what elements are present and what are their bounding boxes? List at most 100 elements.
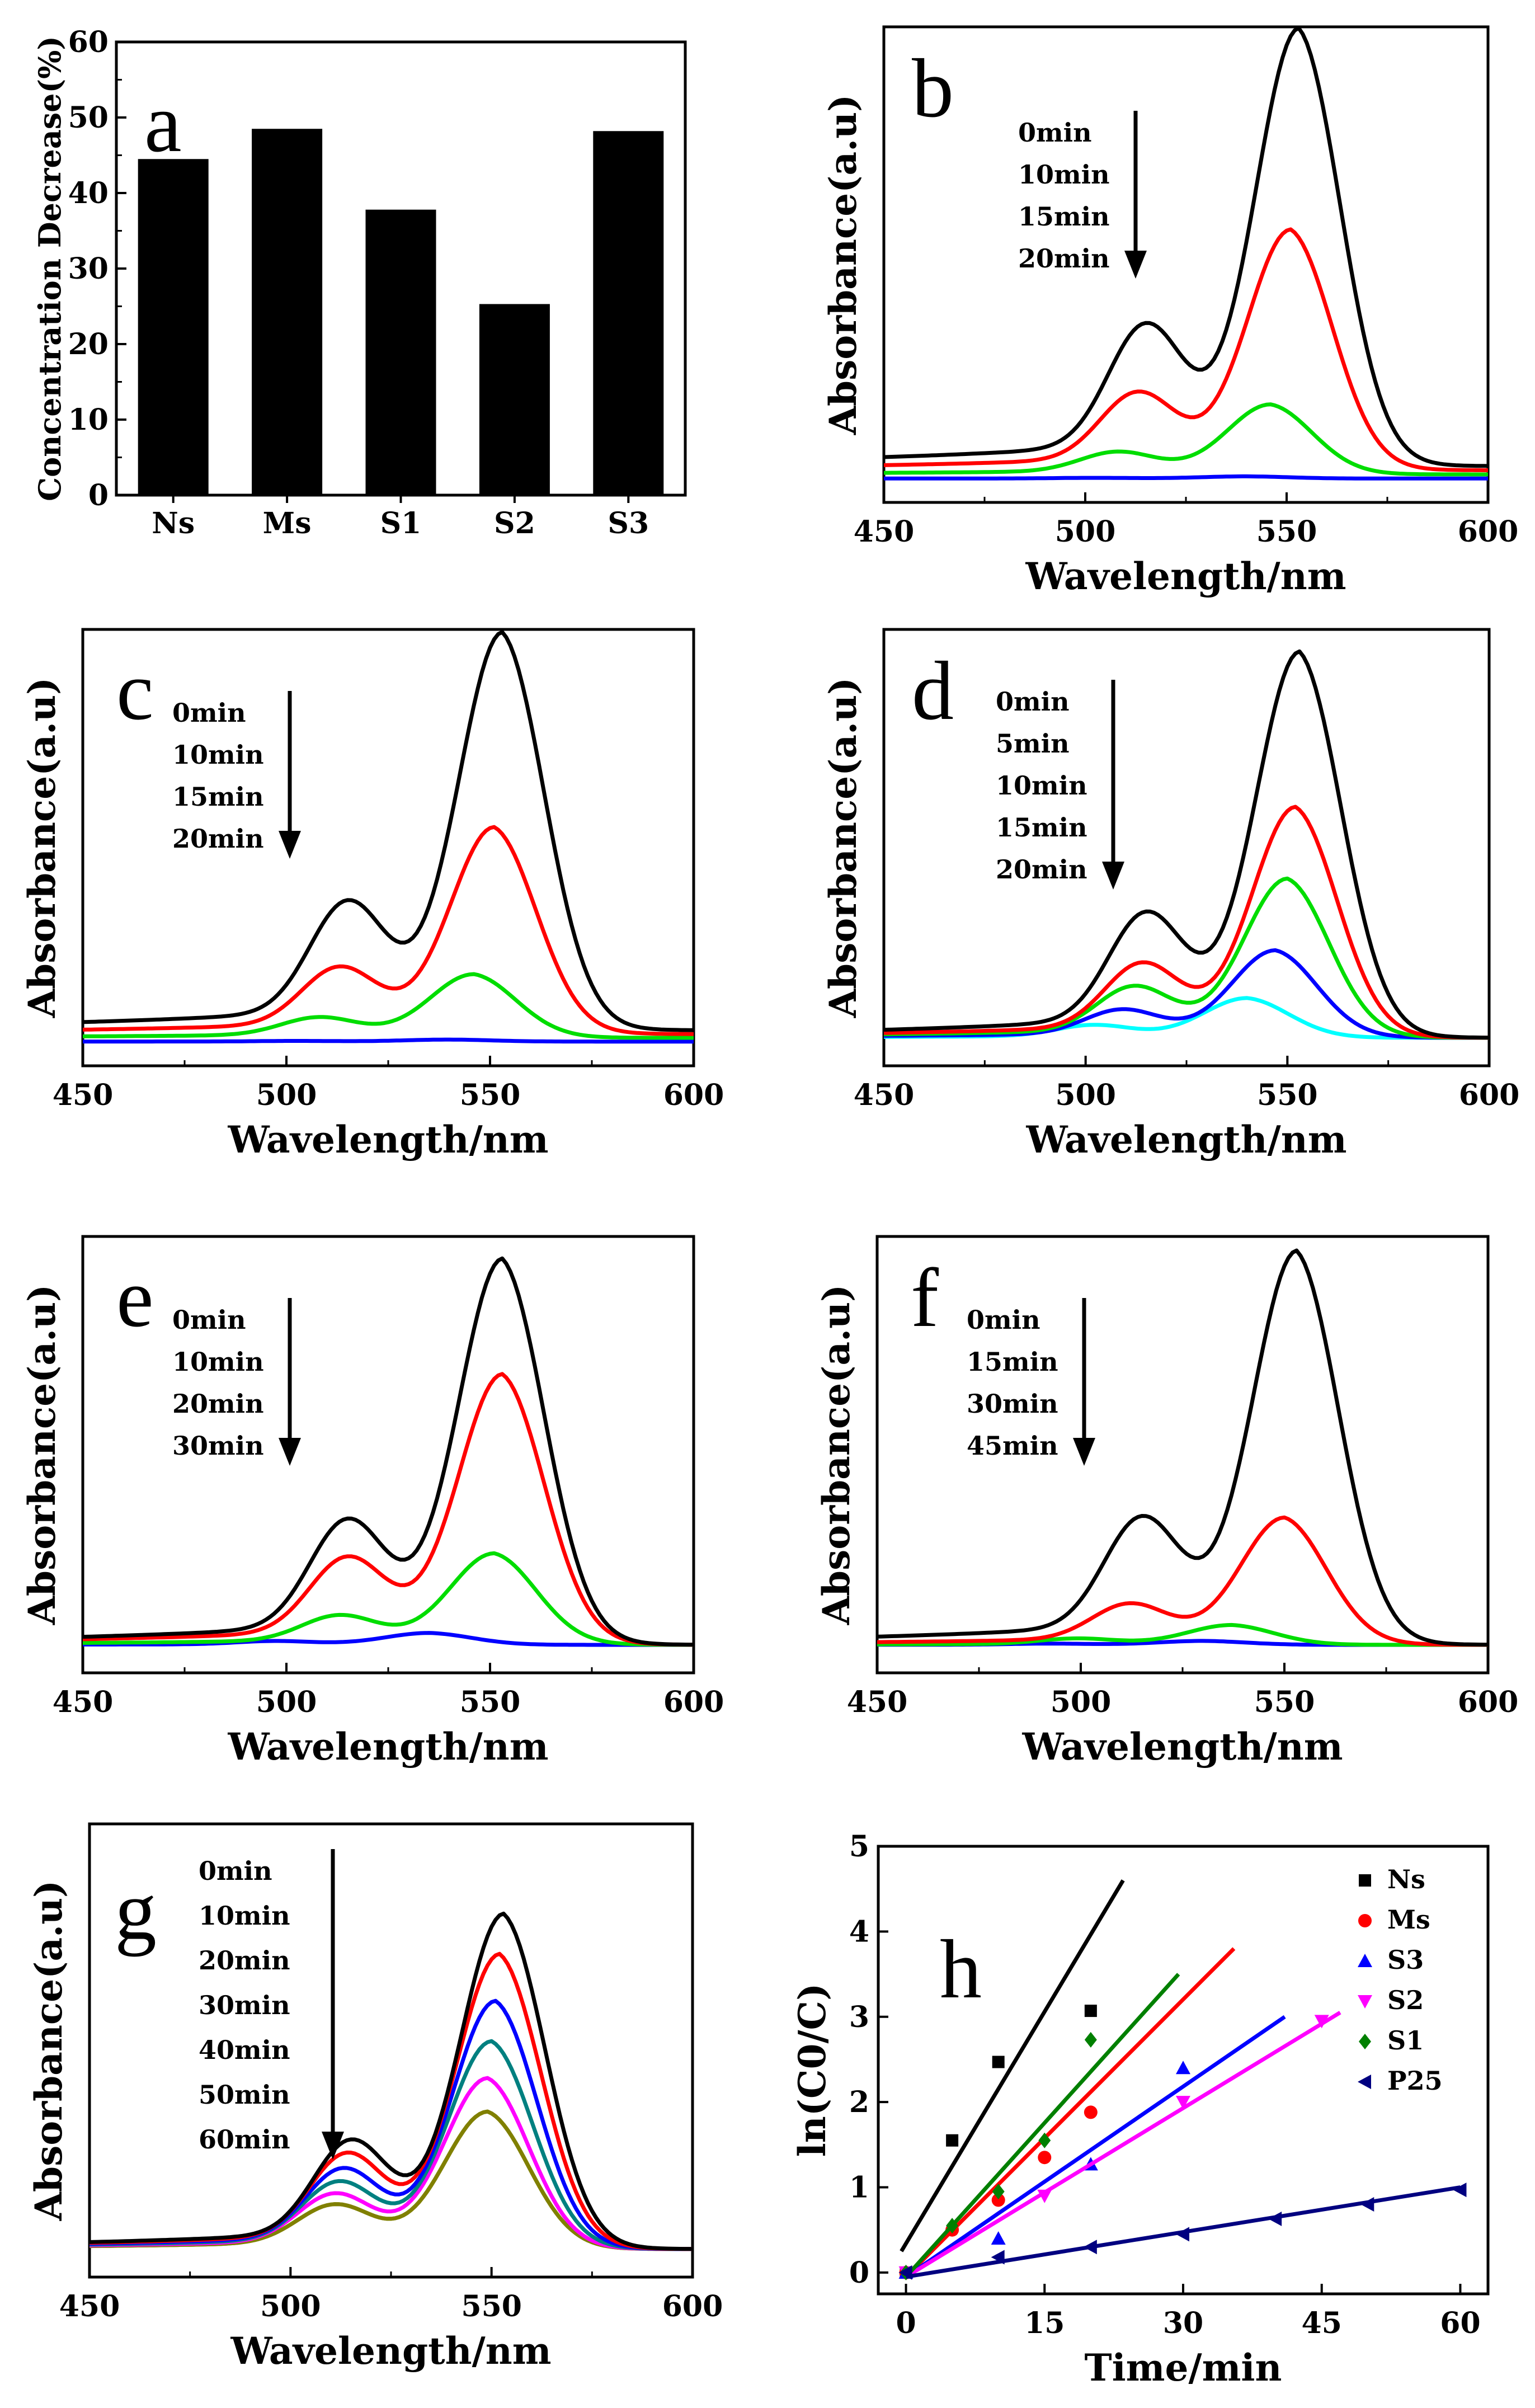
y-tick-label: 0 — [849, 2256, 869, 2290]
legend-label: 40min — [199, 2035, 290, 2065]
legend-label: 10min — [172, 1347, 264, 1377]
x-tick-label: 550 — [1254, 1685, 1315, 1719]
time-arrow-head — [1124, 251, 1147, 279]
y-tick-label: 20 — [68, 327, 109, 361]
x-tick-label: 600 — [663, 1685, 724, 1719]
spectrum-0min — [877, 1248, 1488, 1647]
spectrum-30min — [877, 1622, 1488, 1647]
time-arrow-head — [322, 2132, 344, 2160]
legend-label: P25 — [1387, 2066, 1443, 2096]
point-S1 — [1038, 2132, 1051, 2148]
x-tick-label: S3 — [608, 506, 649, 540]
y-tick-label: 5 — [849, 1829, 869, 1864]
point-S3 — [1176, 2061, 1190, 2075]
legend-label: 20min — [996, 854, 1087, 885]
legend-label: 5min — [996, 728, 1070, 759]
point-S1 — [992, 2184, 1005, 2200]
legend-label: 50min — [199, 2080, 290, 2110]
y-axis-label: Absorbance(a.u) — [814, 1285, 858, 1626]
spectrum-0min — [883, 649, 1489, 1040]
point-P25 — [1268, 2211, 1282, 2226]
x-tick-label: 600 — [1459, 1078, 1520, 1112]
spectrum-chart-b: 450 500 550 600 0min 10min 15min 20min Wavelengt… — [821, 25, 1518, 598]
point-S1 — [1084, 2031, 1097, 2048]
x-tick-label: 500 — [1051, 1685, 1112, 1719]
y-axis-label: Concentration Decrease(%) — [32, 36, 68, 501]
spectrum-chart-g: 450 500 550 600 0min 10min 20min 30min 40min 50mi… — [27, 1822, 723, 2373]
legend-label: 15min — [1018, 201, 1110, 232]
fit-line-S2 — [905, 2011, 1341, 2279]
bar-Ns — [138, 159, 209, 495]
fit-line-Ms — [905, 1947, 1236, 2278]
legend-label: 0min — [199, 1856, 272, 1886]
point-P25 — [1083, 2240, 1097, 2255]
spectrum-15min — [82, 972, 694, 1040]
y-tick-label: 40 — [68, 176, 109, 210]
y-axis-label: Absorbance(a.u) — [20, 1285, 64, 1626]
y-axis-label: Absorbance(a.u) — [821, 678, 865, 1019]
x-tick-label: 450 — [854, 515, 915, 549]
legend-label: S1 — [1387, 2025, 1424, 2056]
spectrum-15min — [877, 1515, 1488, 1647]
x-tick-label: 450 — [854, 1078, 915, 1112]
spectrum-15min — [884, 402, 1488, 477]
legend-label: 45min — [967, 1431, 1058, 1461]
point-S3 — [991, 2231, 1006, 2245]
legend-label: 0min — [1018, 117, 1092, 148]
x-tick-label: 30 — [1163, 2306, 1203, 2340]
legend-marker-S2 — [1358, 1995, 1372, 2009]
y-axis-label: Absorbance(a.u) — [27, 1880, 70, 2222]
legend-label: 10min — [199, 1901, 290, 1931]
point-Ms — [1084, 2105, 1098, 2119]
series-S3 — [898, 2015, 1286, 2279]
point-Ns — [1084, 2005, 1097, 2017]
x-axis-label: Wavelength/nm — [1021, 1725, 1343, 1769]
x-axis-label: Time/min — [1084, 2346, 1282, 2390]
bar-Ms — [252, 129, 323, 495]
x-tick-label: S2 — [494, 506, 535, 540]
plot-frame — [882, 25, 1490, 504]
x-tick-label: 500 — [256, 1078, 317, 1112]
y-tick-label: 1 — [849, 2171, 869, 2205]
legend-label: 15min — [967, 1347, 1058, 1377]
spectrum-chart-d: 450 500 550 600 0min 5min 10min 15min 20min Wavel… — [821, 628, 1520, 1161]
point-Ns — [992, 2056, 1005, 2068]
legend-label: 0min — [967, 1305, 1040, 1335]
x-tick-label: 500 — [256, 1685, 317, 1719]
x-tick-label: 550 — [1256, 515, 1317, 549]
spectrum-10min — [883, 876, 1489, 1040]
x-tick-label: S1 — [380, 506, 422, 540]
time-arrow-head — [1102, 862, 1124, 890]
bar-S3 — [593, 131, 664, 496]
legend-marker-S1 — [1359, 2034, 1371, 2049]
bar-S2 — [479, 304, 550, 495]
x-tick-label: 45 — [1302, 2306, 1342, 2340]
bar-S1 — [365, 209, 436, 495]
y-tick-label: 2 — [849, 2085, 869, 2119]
x-tick-label: 600 — [1458, 1685, 1519, 1719]
y-axis-label: Absorbance(a.u) — [20, 678, 64, 1019]
y-axis-label: ln(C0/C) — [790, 1983, 834, 2157]
point-Ms — [991, 2193, 1005, 2207]
legend-label: 60min — [199, 2124, 290, 2155]
x-tick-label: 500 — [260, 2289, 321, 2324]
legend-label: 15min — [996, 812, 1087, 843]
x-tick-label: 15 — [1024, 2306, 1065, 2340]
legend-label: 20min — [172, 1389, 264, 1419]
spectrum-20min — [884, 474, 1488, 481]
x-axis-label: Wavelength/nm — [227, 1118, 548, 1161]
point-S2 — [1176, 2096, 1190, 2110]
spectrum-0min — [89, 1911, 693, 2251]
x-axis-label: Wavelength/nm — [1025, 1118, 1346, 1161]
point-S2 — [1037, 2189, 1052, 2203]
x-tick-label: Ms — [263, 506, 312, 540]
legend-label: S3 — [1387, 1945, 1424, 1975]
x-tick-label: 550 — [1257, 1078, 1318, 1112]
panel-label: h — [940, 1923, 982, 2016]
legend-label: S2 — [1387, 1985, 1424, 2015]
spectrum-30min — [83, 1631, 694, 1647]
panel-label: f — [911, 1252, 939, 1344]
point-S1 — [946, 2218, 959, 2234]
legend-label: 15min — [172, 782, 264, 812]
spectrum-5min — [883, 805, 1489, 1040]
